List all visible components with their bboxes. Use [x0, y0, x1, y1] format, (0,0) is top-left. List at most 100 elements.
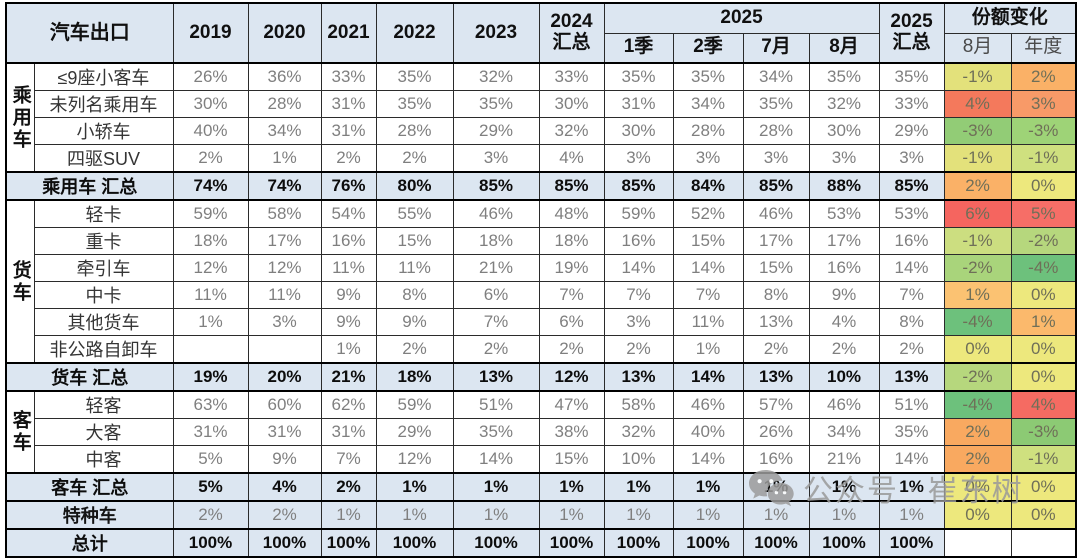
- data-cell: 7%: [538, 281, 605, 309]
- row-label: 非公路自卸车: [33, 335, 174, 364]
- table-row: 中卡 11% 11% 9% 8% 6% 7% 7% 7% 8% 9% 7% 1% 0%: [6, 281, 1077, 309]
- data-cell: 35%: [878, 62, 945, 91]
- data-cell: 29%: [452, 117, 540, 145]
- table-row: 重卡 18% 17% 16% 15% 18% 18% 16% 15% 17% 17% 16% -1% -2…: [6, 227, 1077, 255]
- data-cell: 2%: [375, 335, 454, 364]
- header-2025-total: 2025 汇总: [878, 2, 945, 64]
- data-cell: 14%: [672, 254, 744, 282]
- table-title: 汽车出口: [5, 2, 174, 64]
- group-label: 客车: [5, 390, 35, 474]
- data-cell: 8%: [742, 281, 810, 309]
- data-cell: 9%: [320, 308, 377, 336]
- row-label: 牵引车: [33, 254, 174, 282]
- data-cell: 6%: [452, 281, 540, 309]
- data-cell: 13%: [878, 362, 945, 392]
- share-change-cell: -1%: [1010, 144, 1077, 173]
- group-label: 乘用车: [5, 62, 35, 173]
- share-change-cell: 4%: [943, 90, 1012, 118]
- data-cell: 18%: [375, 362, 454, 392]
- table-row: 乘用车 ≤9座小客车 26% 36% 33% 35% 32% 33% 35% 35% 34% 35% 3…: [5, 62, 1077, 173]
- row-label: 四驱SUV: [33, 144, 174, 173]
- share-change-cell: [1010, 528, 1077, 557]
- share-change-cell: 0%: [1010, 171, 1077, 201]
- data-cell: 31%: [320, 117, 377, 145]
- share-change-cell: 1%: [1010, 308, 1077, 336]
- header-2024-line1: 2024: [550, 11, 593, 33]
- data-cell: 35%: [452, 418, 540, 446]
- header-share-aug: 8月: [943, 32, 1012, 64]
- data-cell: 1%: [672, 472, 744, 502]
- data-cell: 2%: [320, 144, 377, 173]
- data-cell: 28%: [247, 90, 322, 118]
- share-change-cell: 2%: [943, 445, 1012, 474]
- data-cell: 100%: [672, 528, 744, 557]
- share-change-cell: 0%: [943, 335, 1012, 364]
- data-cell: 2%: [538, 335, 605, 364]
- data-cell: 14%: [672, 362, 744, 392]
- data-cell: 1%: [808, 472, 880, 502]
- data-cell: 9%: [320, 281, 377, 309]
- data-cell: 29%: [878, 117, 945, 145]
- data-cell: 15%: [375, 227, 454, 255]
- data-cell: 100%: [247, 528, 322, 557]
- data-cell: 7%: [878, 281, 945, 309]
- data-cell: 34%: [808, 418, 880, 446]
- data-cell: 30%: [538, 90, 605, 118]
- data-cell: 6%: [538, 308, 605, 336]
- data-cell: 51%: [878, 390, 945, 419]
- data-cell: 15%: [742, 254, 810, 282]
- data-cell: 74%: [172, 171, 249, 201]
- data-cell: [247, 335, 322, 364]
- data-cell: 8%: [878, 308, 945, 336]
- share-change-cell: 2%: [943, 418, 1012, 446]
- data-cell: 2%: [172, 144, 249, 173]
- data-cell: 30%: [808, 117, 880, 145]
- data-cell: 16%: [742, 445, 810, 474]
- data-cell: 2%: [742, 335, 810, 364]
- row-label: 轻客: [33, 390, 174, 419]
- header-2025-line2: 汇总: [892, 32, 931, 53]
- data-cell: 74%: [247, 171, 322, 201]
- group-label: 货车: [5, 199, 35, 364]
- share-change-cell: 0%: [1010, 281, 1077, 309]
- data-cell: 1%: [452, 472, 540, 502]
- share-change-cell: -1%: [1010, 445, 1077, 474]
- data-cell: 60%: [247, 390, 322, 419]
- data-cell: 59%: [172, 199, 249, 228]
- data-cell: 2%: [247, 500, 322, 530]
- data-cell: 2%: [808, 335, 880, 364]
- data-cell: 1%: [320, 335, 377, 364]
- data-cell: 1%: [247, 144, 322, 173]
- data-cell: 11%: [320, 254, 377, 282]
- data-cell: 1%: [808, 500, 880, 530]
- data-cell: 14%: [878, 445, 945, 474]
- data-cell: 33%: [320, 62, 377, 91]
- data-cell: 31%: [320, 418, 377, 446]
- data-cell: 100%: [452, 528, 540, 557]
- data-cell: 12%: [375, 445, 454, 474]
- data-cell: 51%: [452, 390, 540, 419]
- data-cell: 13%: [603, 362, 674, 392]
- row-label: 轻卡: [33, 199, 174, 228]
- data-cell: 15%: [672, 227, 744, 255]
- table-row: 客车 轻客 63% 60% 62% 59% 51% 47% 58% 46% 57% 46% 51% -4%…: [5, 390, 1077, 474]
- row-label: 未列名乘用车: [33, 90, 174, 118]
- share-change-cell: -4%: [1010, 254, 1077, 282]
- data-cell: 36%: [247, 62, 322, 91]
- data-cell: 85%: [603, 171, 674, 201]
- data-cell: 35%: [375, 62, 454, 91]
- data-cell: 58%: [247, 199, 322, 228]
- data-cell: 19%: [172, 362, 249, 392]
- share-change-cell: -1%: [943, 144, 1012, 173]
- share-change-cell: -4%: [943, 308, 1012, 336]
- data-cell: 28%: [672, 117, 744, 145]
- header-q1: 1季: [603, 32, 674, 64]
- row-label: 重卡: [33, 227, 174, 255]
- table-row: 其他货车 1% 3% 9% 9% 7% 6% 3% 11% 13% 4% 8% -4% 1%: [6, 308, 1077, 336]
- share-change-cell: 0%: [943, 500, 1012, 530]
- data-cell: 4%: [538, 144, 605, 173]
- data-cell: 20%: [247, 362, 322, 392]
- data-cell: 1%: [375, 472, 454, 502]
- data-cell: 8%: [375, 281, 454, 309]
- share-change-cell: -4%: [943, 390, 1012, 419]
